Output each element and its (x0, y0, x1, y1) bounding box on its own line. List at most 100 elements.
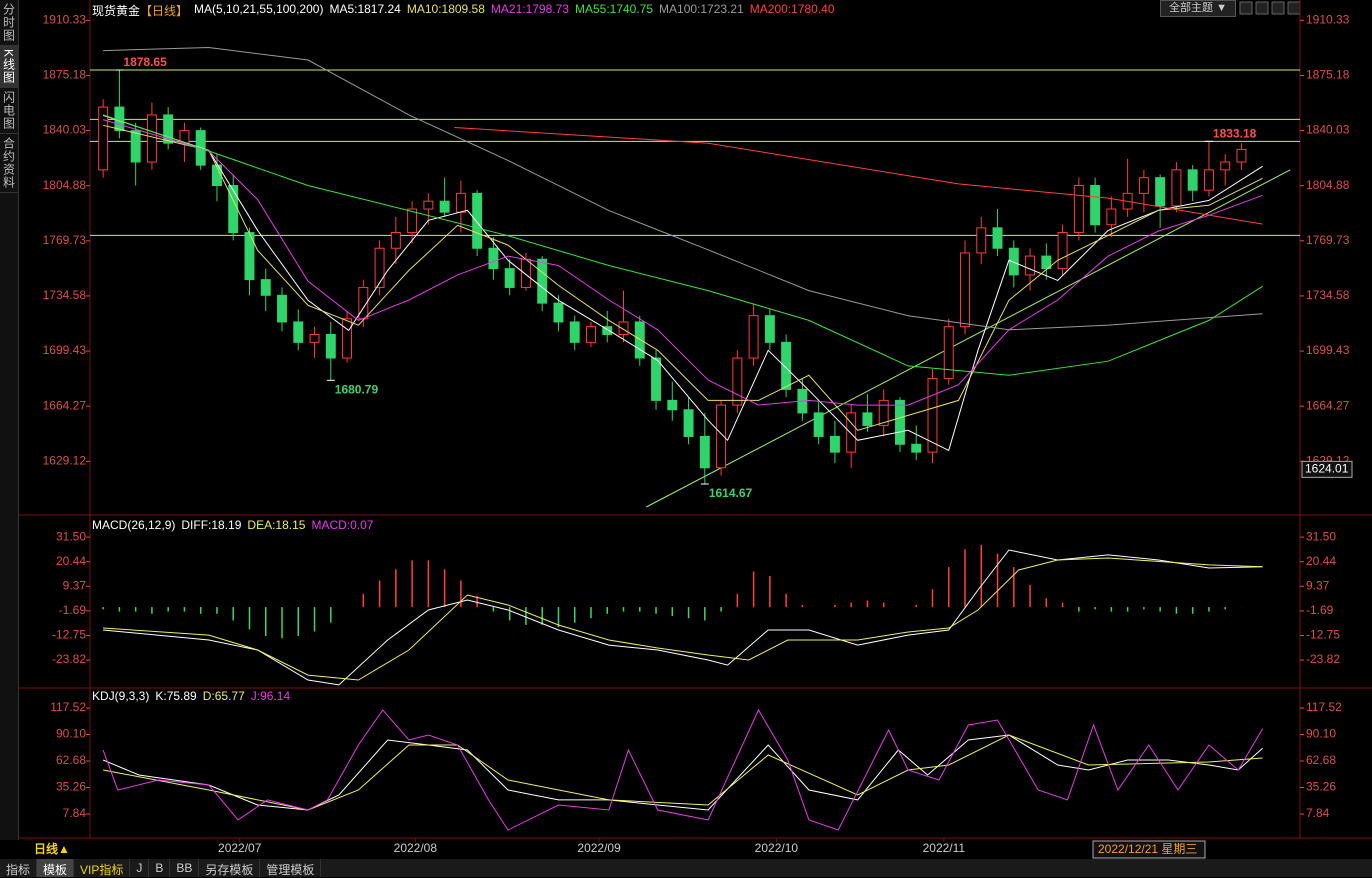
pane (103, 710, 1263, 830)
macd-bar (915, 605, 917, 607)
y-tick-label: 31.50 (1306, 529, 1336, 543)
candle-body (229, 186, 238, 233)
candle-body (912, 444, 921, 452)
x-tick-label: 2022/10 (755, 841, 799, 855)
y-tick-label: 31.50 (56, 529, 86, 543)
macd-bar (151, 607, 153, 614)
macd-bar (428, 560, 430, 607)
candle-body (343, 319, 352, 358)
macd-bar (574, 607, 576, 623)
macd-bar (932, 589, 934, 607)
price-legend: 现货黄金【日线】MA(5,10,21,55,100,200)MA5:1817.2… (92, 2, 835, 19)
macd-bar (704, 607, 706, 620)
macd-bar (1159, 607, 1161, 611)
candle-body (765, 316, 774, 343)
candle-body (652, 358, 661, 400)
macd-bar (623, 607, 625, 611)
y-tick-label: -1.69 (1306, 603, 1334, 617)
series-line (103, 120, 1263, 406)
candle-body (668, 400, 677, 409)
sidebar-tab[interactable]: 分时图 (0, 0, 18, 46)
candle-body (1107, 209, 1116, 225)
series-line (103, 115, 1263, 450)
candle-body (684, 410, 693, 437)
macd-bar (314, 607, 316, 631)
y-tick-label: 117.52 (50, 700, 86, 714)
macd-bar (330, 607, 332, 623)
macd-bar (298, 607, 300, 636)
bottom-tab[interactable]: BB (170, 859, 199, 877)
candle-body (278, 295, 287, 322)
macd-bar (672, 607, 674, 616)
window-icon (1240, 2, 1252, 14)
sidebar-tab[interactable]: 合约资料 (0, 134, 18, 193)
extreme-label: 1878.65 (123, 55, 167, 69)
series-line (103, 735, 1263, 810)
candle-body (489, 248, 498, 268)
macd-bar (688, 607, 690, 618)
bottom-tab[interactable]: 指标 (0, 859, 37, 877)
macd-bar (135, 607, 137, 611)
legend-entry: MA21:1798.73 (491, 2, 569, 19)
y-tick-label: 1910.33 (1306, 12, 1350, 26)
y-tick-label: -23.82 (1306, 652, 1340, 666)
macd-bar (1078, 607, 1080, 611)
bottom-tab[interactable]: 另存模板 (199, 859, 260, 877)
candle-body (619, 322, 628, 335)
bottom-tab[interactable]: B (149, 859, 170, 877)
sidebar-tab[interactable]: K线图 (0, 46, 18, 88)
macd-bar (1143, 607, 1145, 609)
bottom-tab[interactable]: 管理模板 (260, 859, 321, 877)
cursor-price: 1624.01 (1305, 462, 1349, 476)
bottom-tab[interactable]: 模板 (37, 859, 74, 877)
pane (102, 545, 1262, 685)
sidebar-tab[interactable]: 闪电图 (0, 88, 18, 134)
candle-body (456, 193, 465, 212)
candle-body (147, 115, 156, 162)
macd-bar (639, 607, 641, 611)
macd-bar (184, 607, 186, 611)
series-line (103, 550, 1263, 685)
candle-body (1139, 178, 1148, 194)
macd-bar (444, 569, 446, 607)
y-tick-label: 20.44 (56, 554, 86, 568)
legend-entry: K:75.89 (155, 689, 196, 703)
extreme-label: 1833.18 (1213, 126, 1257, 140)
y-tick-label: 1840.03 (1306, 123, 1350, 137)
bottom-tab[interactable]: J (130, 859, 149, 877)
macd-bar (785, 594, 787, 607)
macd-bar (981, 545, 983, 607)
macd-bar (411, 560, 413, 607)
macd-bar (1062, 603, 1064, 607)
legend-entry: MA200:1780.40 (750, 2, 835, 19)
macd-bar (590, 607, 592, 618)
candle-body (635, 322, 644, 358)
y-tick-label: 20.44 (1306, 554, 1336, 568)
y-tick-label: 7.84 (1306, 806, 1330, 820)
macd-bar (655, 607, 657, 614)
y-tick-label: -1.69 (59, 603, 87, 617)
y-tick-label: 1699.43 (43, 343, 87, 357)
theme-button[interactable]: 全部主题 ▼ (1160, 0, 1236, 17)
candle-body (521, 259, 530, 287)
series-line (103, 48, 1263, 330)
candle-body (115, 107, 124, 131)
macd-bar (1224, 607, 1226, 609)
macd-bar (997, 554, 999, 607)
macd-bar (216, 607, 218, 614)
y-tick-label: 7.84 (63, 806, 87, 820)
y-tick-label: -23.82 (52, 652, 86, 666)
macd-bar (769, 576, 771, 607)
candle-body (554, 303, 563, 322)
indicator-title: MA(5,10,21,55,100,200) (194, 2, 323, 19)
window-icon (1256, 2, 1268, 14)
series-line (103, 735, 1263, 810)
bottom-tab[interactable]: VIP指标 (74, 859, 130, 877)
candle-body (391, 233, 400, 249)
macd-bar (802, 605, 804, 607)
extreme-label: 1680.79 (335, 382, 379, 396)
y-tick-label: 1875.18 (1306, 68, 1350, 82)
